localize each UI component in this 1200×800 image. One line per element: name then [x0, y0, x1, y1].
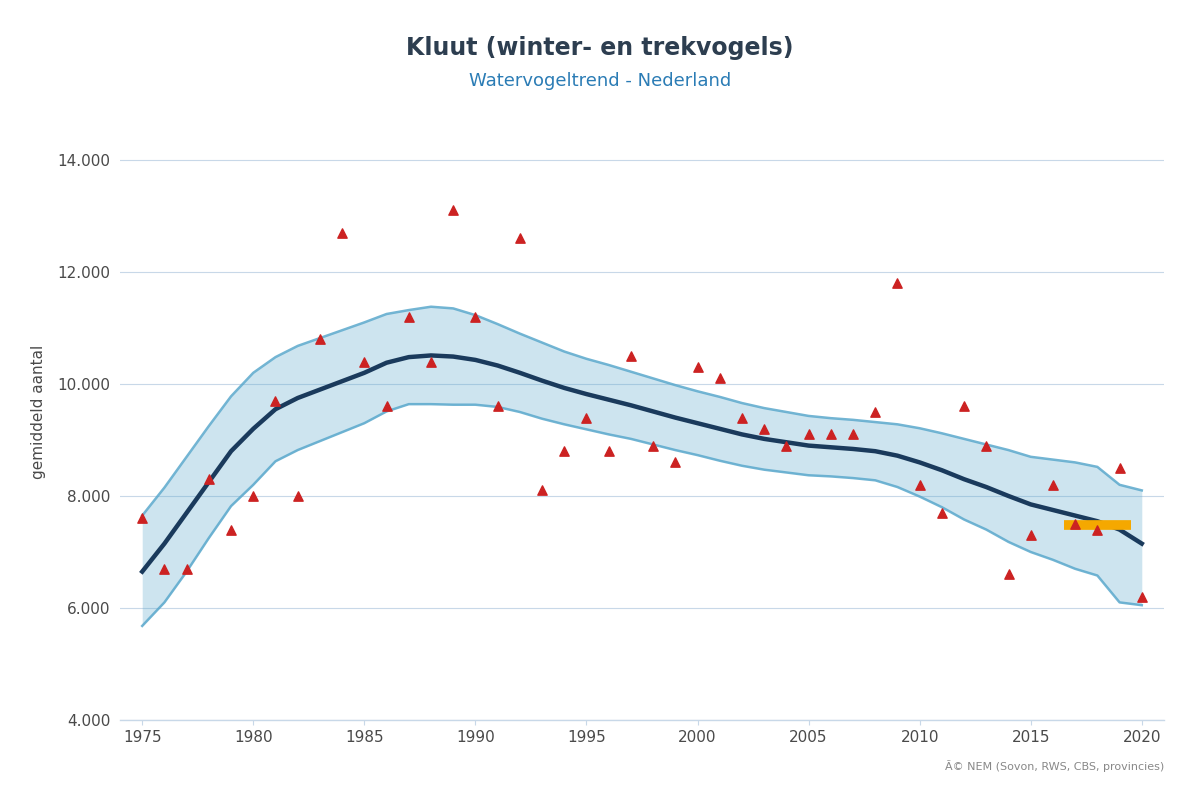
Point — [932, 506, 952, 519]
Point — [332, 226, 352, 239]
Point — [533, 484, 552, 497]
Point — [421, 355, 440, 368]
Point — [821, 428, 840, 441]
Y-axis label: gemiddeld aantal: gemiddeld aantal — [31, 345, 46, 479]
Point — [577, 411, 596, 424]
Point — [865, 406, 884, 418]
Point — [466, 310, 485, 323]
Point — [266, 394, 286, 407]
Point — [133, 512, 152, 525]
Point — [666, 456, 685, 469]
Point — [954, 400, 973, 413]
Point — [1043, 478, 1062, 491]
Point — [155, 562, 174, 575]
Point — [244, 490, 263, 502]
Point — [998, 568, 1018, 581]
Point — [710, 372, 730, 385]
Point — [510, 232, 529, 245]
Point — [732, 411, 751, 424]
Point — [799, 428, 818, 441]
Point — [1066, 518, 1085, 530]
Point — [1132, 590, 1151, 603]
Point — [977, 439, 996, 452]
Text: Ã© NEM (Sovon, RWS, CBS, provincies): Ã© NEM (Sovon, RWS, CBS, provincies) — [944, 760, 1164, 772]
Point — [844, 428, 863, 441]
Point — [888, 277, 907, 290]
Point — [643, 439, 662, 452]
Point — [1110, 462, 1129, 474]
Point — [599, 445, 618, 458]
Point — [776, 439, 796, 452]
Point — [1021, 529, 1040, 542]
Point — [377, 400, 396, 413]
Text: Kluut (winter- en trekvogels): Kluut (winter- en trekvogels) — [407, 36, 793, 60]
Point — [688, 361, 707, 374]
Point — [178, 562, 197, 575]
Point — [444, 204, 463, 217]
Point — [355, 355, 374, 368]
Point — [622, 350, 641, 362]
Point — [488, 400, 508, 413]
Point — [222, 523, 241, 536]
Text: Watervogeltrend - Nederland: Watervogeltrend - Nederland — [469, 72, 731, 90]
Point — [755, 422, 774, 435]
Point — [1087, 523, 1106, 536]
Point — [311, 333, 330, 346]
Point — [199, 473, 218, 486]
Point — [554, 445, 574, 458]
Point — [910, 478, 929, 491]
Point — [400, 310, 419, 323]
Point — [288, 490, 307, 502]
